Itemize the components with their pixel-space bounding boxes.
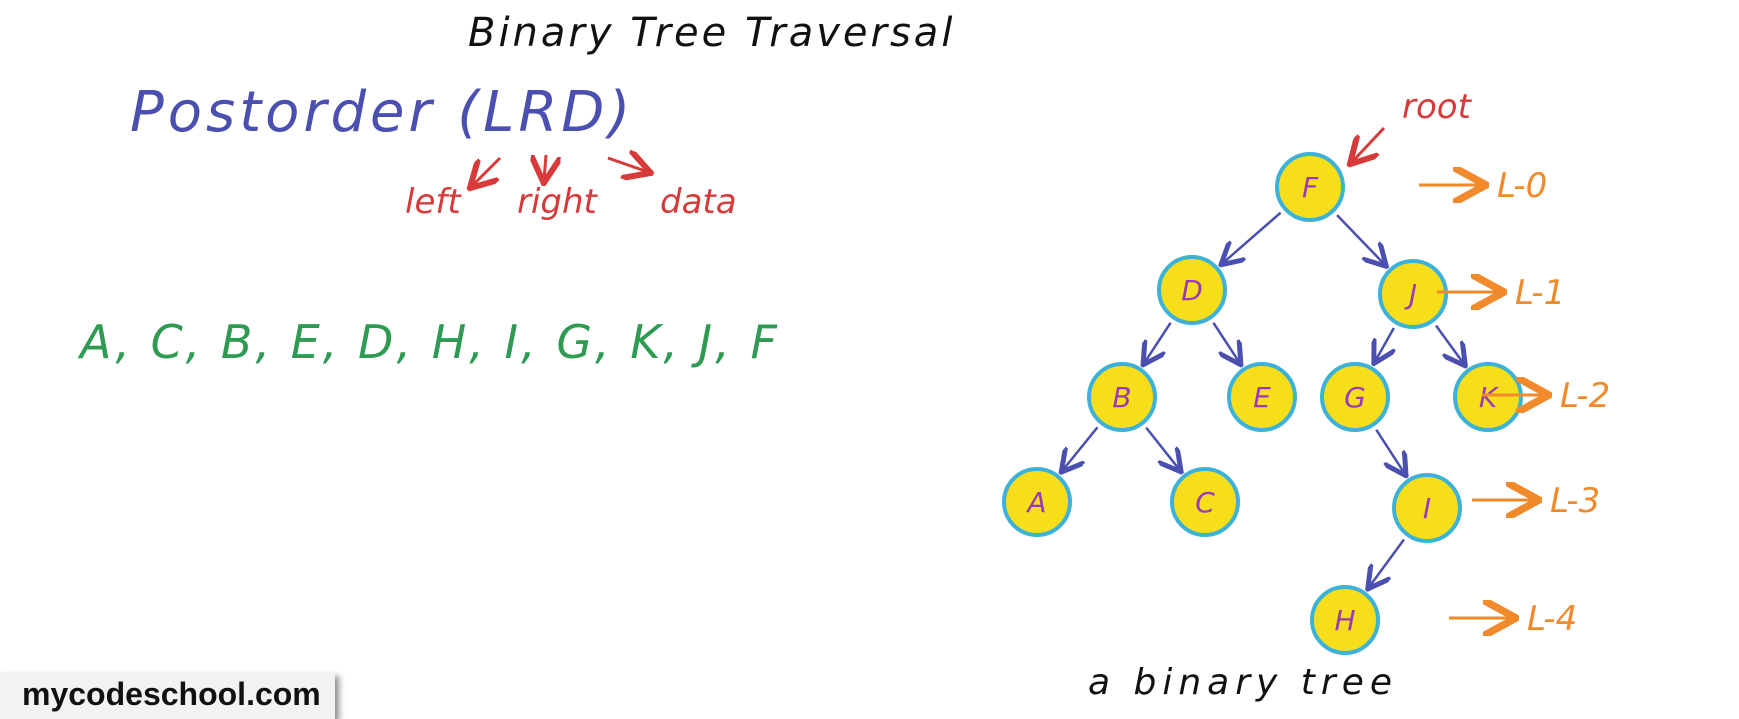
tree-node-e: E xyxy=(1227,362,1297,432)
tree-node-label: A xyxy=(1025,486,1046,519)
root-arrow xyxy=(1352,126,1386,162)
annotation-right: right xyxy=(517,182,597,222)
annotation-arrow-data xyxy=(607,158,648,172)
tree-edge-i-h xyxy=(1369,538,1405,586)
annotation-left: left xyxy=(405,182,461,222)
level-text: L-3 xyxy=(1550,481,1600,521)
tree-node-label: E xyxy=(1253,381,1271,414)
level-label-3: L-3 xyxy=(1472,481,1600,521)
tree-node-b: B xyxy=(1087,362,1157,432)
diagram-caption: a binary tree xyxy=(1088,662,1398,703)
tree-node-circle xyxy=(1170,467,1240,537)
level-text: L-4 xyxy=(1527,599,1577,639)
tree-node-a: A xyxy=(1002,467,1072,537)
tree-node-f: F xyxy=(1275,152,1345,222)
tree-node-label: I xyxy=(1423,492,1431,525)
tree-node-d: D xyxy=(1157,255,1227,325)
tree-node-label: D xyxy=(1181,274,1203,307)
tree-node-circle xyxy=(1275,152,1345,222)
tree-node-label: K xyxy=(1479,381,1500,414)
tree-node-circle xyxy=(1087,362,1157,432)
traversal-notation: (LRD) xyxy=(457,80,635,145)
annotation-data: data xyxy=(660,182,737,222)
tree-edge-d-b xyxy=(1144,321,1172,363)
level-label-1: L-1 xyxy=(1437,273,1565,313)
tree-node-label: B xyxy=(1112,381,1131,414)
tree-node-label: C xyxy=(1195,486,1215,519)
level-text: L-2 xyxy=(1560,376,1610,416)
level-text: L-1 xyxy=(1515,273,1565,313)
tree-node-circle xyxy=(1378,259,1448,329)
tree-node-label: G xyxy=(1344,381,1366,414)
tree-node-i: I xyxy=(1392,473,1462,543)
tree-edge-d-e xyxy=(1212,321,1239,363)
tree-edge-g-i xyxy=(1375,429,1404,474)
tree-node-k: K xyxy=(1453,362,1523,432)
level-text: L-0 xyxy=(1497,166,1547,206)
tree-nodes: F D J B E G K A C I H xyxy=(1002,152,1523,655)
page-title: Binary Tree Traversal xyxy=(468,10,956,56)
tree-node-j: J xyxy=(1378,259,1448,329)
postorder-sequence: A, C, B, E, D, H, I, G, K, J, F xyxy=(80,315,780,369)
tree-node-label: F xyxy=(1302,171,1319,204)
level-label-4: L-4 xyxy=(1449,599,1577,639)
level-labels: L-0 L-1 L-2 L-3 L-4 xyxy=(1419,166,1610,639)
tree-node-circle xyxy=(1227,362,1297,432)
tree-edge-b-a xyxy=(1063,426,1099,470)
tree-node-circle xyxy=(1310,585,1380,655)
tree-edge-j-g xyxy=(1375,327,1394,361)
tree-edge-j-k xyxy=(1434,324,1464,364)
tree-node-circle xyxy=(1157,255,1227,325)
tree-node-label: H xyxy=(1334,604,1355,637)
tree-edge-f-j xyxy=(1336,214,1385,264)
annotation-arrow-left xyxy=(472,156,502,186)
level-label-0: L-0 xyxy=(1419,166,1547,206)
tree-edge-f-d xyxy=(1223,211,1282,263)
annotation-arrow-right xyxy=(544,155,546,180)
tree-node-c: C xyxy=(1170,467,1240,537)
level-label-2: L-2 xyxy=(1482,376,1610,416)
root-label: root xyxy=(1402,87,1473,127)
tree-node-g: G xyxy=(1320,362,1390,432)
tree-edge-b-c xyxy=(1145,426,1179,470)
tree-edges xyxy=(1063,211,1464,587)
traversal-name: Postorder xyxy=(130,80,436,145)
tree-node-circle xyxy=(1002,467,1072,537)
traversal-heading: Postorder (LRD) xyxy=(130,80,634,145)
tree-node-h: H xyxy=(1310,585,1380,655)
tree-node-circle xyxy=(1320,362,1390,432)
tree-node-circle xyxy=(1392,473,1462,543)
brand-watermark: mycodeschool.com xyxy=(0,672,335,719)
